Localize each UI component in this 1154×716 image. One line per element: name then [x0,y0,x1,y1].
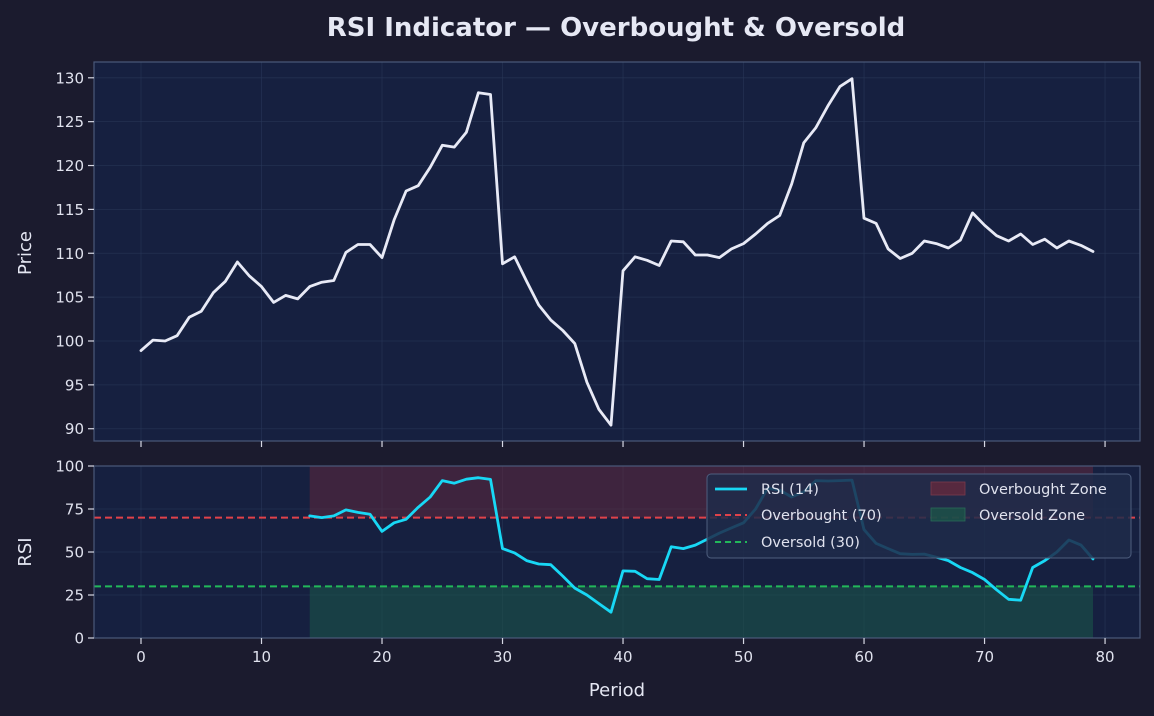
rsi-y-axis-label: RSI [15,537,36,566]
chart-title: RSI Indicator — Overbought & Oversold [327,13,906,43]
price-plot-frame [93,61,1141,442]
rsi-x-tick-label: 30 [493,648,512,666]
legend: RSI (14) Overbought (70) Oversold (30) O… [706,473,1132,559]
price-series [139,77,1095,427]
price-x-ticks [140,441,1106,447]
rsi-x-tick-label: 20 [372,648,391,666]
rsi-x-tick-label: 0 [136,648,146,666]
legend-rsi-label: RSI (14) [761,482,819,498]
legend-overbought-zone-swatch [930,481,966,496]
price-y-tick-label: 120 [55,157,84,175]
rsi-x-tick-label: 50 [734,648,753,666]
rsi-y-tick-label: 100 [55,458,84,476]
rsi-y-tick-label: 75 [65,501,84,519]
price-y-ticks: 90 95 100 105 110 115 120 125 130 [55,69,94,438]
legend-oversold-zone-label: Oversold Zone [979,508,1085,524]
price-y-axis-label: Price [15,231,36,275]
price-line [139,77,1095,427]
price-y-tick-label: 95 [65,376,84,394]
price-y-tick-label: 110 [55,245,84,263]
x-axis-label: Period [589,680,645,701]
price-y-tick-label: 105 [55,289,84,307]
rsi-series [308,476,1095,614]
rsi-y-tick-label: 25 [65,587,84,605]
price-y-tick-label: 115 [55,201,84,219]
price-y-tick-label: 130 [55,69,84,87]
rsi-x-tick-label: 80 [1096,648,1115,666]
rsi-x-tick-label: 10 [252,648,271,666]
rsi-x-tick-label: 40 [613,648,632,666]
price-plot-area [94,62,1140,441]
rsi-x-tick-label: 60 [854,648,873,666]
rsi-x-tick-label: 70 [975,648,994,666]
legend-overbought-zone-label: Overbought Zone [979,482,1107,498]
price-y-tick-label: 90 [65,420,84,438]
rsi-x-ticks: 0 10 20 30 40 50 60 70 80 [136,638,1115,666]
rsi-y-tick-label: 0 [74,630,84,648]
legend-oversold-label: Oversold (30) [761,535,860,551]
rsi-y-ticks: 0 25 50 75 100 [55,458,94,648]
oversold-zone [309,586,1094,638]
rsi-y-tick-label: 50 [65,544,84,562]
price-y-tick-label: 125 [55,113,84,131]
price-panel: 90 95 100 105 110 115 120 125 130 Price [15,61,1141,447]
rsi-line [308,476,1095,614]
legend-oversold-zone-swatch [930,507,966,522]
price-y-tick-label: 100 [55,332,84,350]
legend-box [706,473,1132,559]
legend-overbought-label: Overbought (70) [761,508,882,524]
